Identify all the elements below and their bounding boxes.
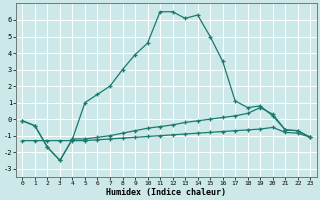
X-axis label: Humidex (Indice chaleur): Humidex (Indice chaleur) — [106, 188, 226, 197]
